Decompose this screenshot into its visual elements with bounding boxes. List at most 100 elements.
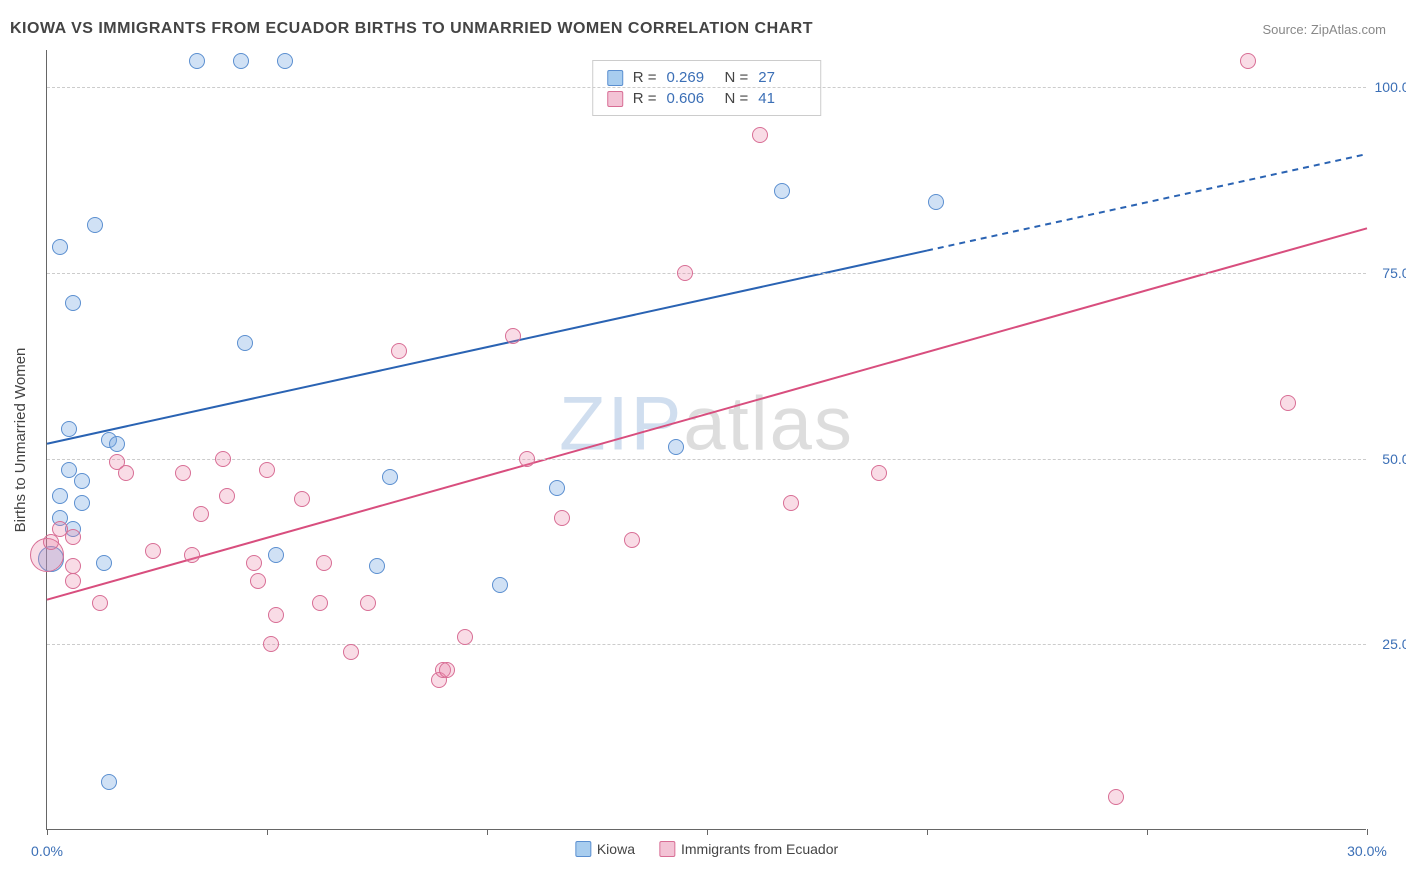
scatter-marker bbox=[439, 662, 455, 678]
scatter-marker bbox=[219, 488, 235, 504]
scatter-marker bbox=[233, 53, 249, 69]
scatter-marker bbox=[554, 510, 570, 526]
regression-line-extrapolated bbox=[927, 154, 1367, 251]
scatter-marker bbox=[175, 465, 191, 481]
scatter-marker bbox=[312, 595, 328, 611]
scatter-marker bbox=[624, 532, 640, 548]
legend-label-2: Immigrants from Ecuador bbox=[681, 841, 838, 857]
scatter-marker bbox=[1108, 789, 1124, 805]
source-attribution: Source: ZipAtlas.com bbox=[1262, 22, 1386, 37]
scatter-marker bbox=[492, 577, 508, 593]
scatter-marker bbox=[61, 421, 77, 437]
series1-n-value: 27 bbox=[758, 69, 806, 86]
scatter-marker bbox=[61, 462, 77, 478]
scatter-marker bbox=[237, 335, 253, 351]
scatter-marker bbox=[215, 451, 231, 467]
scatter-marker bbox=[391, 343, 407, 359]
scatter-marker bbox=[263, 636, 279, 652]
scatter-marker bbox=[382, 469, 398, 485]
gridline-h bbox=[47, 87, 1366, 88]
scatter-marker bbox=[87, 217, 103, 233]
scatter-marker bbox=[118, 465, 134, 481]
scatter-marker bbox=[1240, 53, 1256, 69]
y-axis-label: Births to Unmarried Women bbox=[12, 348, 29, 533]
scatter-marker bbox=[189, 53, 205, 69]
gridline-h bbox=[47, 459, 1366, 460]
scatter-marker bbox=[1280, 395, 1296, 411]
x-tick bbox=[487, 829, 488, 835]
x-tick bbox=[47, 829, 48, 835]
x-tick bbox=[1367, 829, 1368, 835]
regression-lines-layer bbox=[47, 50, 1366, 829]
scatter-marker bbox=[193, 506, 209, 522]
scatter-marker bbox=[74, 495, 90, 511]
scatter-marker bbox=[96, 555, 112, 571]
legend-item-1: Kiowa bbox=[575, 841, 635, 857]
plot-area: ZIPatlas R = 0.269 N = 27 R = 0.606 N = … bbox=[46, 50, 1366, 830]
legend-swatch-2 bbox=[659, 841, 675, 857]
scatter-marker bbox=[109, 436, 125, 452]
scatter-marker bbox=[65, 295, 81, 311]
scatter-marker bbox=[343, 644, 359, 660]
x-tick-label: 0.0% bbox=[31, 843, 63, 859]
scatter-marker bbox=[65, 573, 81, 589]
y-tick-label: 100.0% bbox=[1375, 79, 1406, 95]
scatter-marker bbox=[259, 462, 275, 478]
x-tick bbox=[707, 829, 708, 835]
scatter-marker bbox=[783, 495, 799, 511]
y-tick-label: 75.0% bbox=[1382, 265, 1406, 281]
scatter-marker bbox=[668, 439, 684, 455]
y-tick-label: 50.0% bbox=[1382, 451, 1406, 467]
series2-swatch bbox=[607, 91, 623, 107]
regression-line bbox=[47, 228, 1367, 599]
scatter-marker bbox=[294, 491, 310, 507]
scatter-marker bbox=[52, 488, 68, 504]
scatter-marker bbox=[752, 127, 768, 143]
gridline-h bbox=[47, 273, 1366, 274]
n-label: N = bbox=[725, 69, 749, 86]
correlation-row-2: R = 0.606 N = 41 bbox=[607, 88, 807, 109]
scatter-marker bbox=[268, 547, 284, 563]
x-tick bbox=[1147, 829, 1148, 835]
x-tick-label: 30.0% bbox=[1347, 843, 1387, 859]
r-label: R = bbox=[633, 90, 657, 107]
series1-r-value: 0.269 bbox=[667, 69, 715, 86]
x-tick bbox=[267, 829, 268, 835]
scatter-marker bbox=[246, 555, 262, 571]
scatter-marker bbox=[277, 53, 293, 69]
legend-label-1: Kiowa bbox=[597, 841, 635, 857]
scatter-marker bbox=[871, 465, 887, 481]
correlation-row-1: R = 0.269 N = 27 bbox=[607, 67, 807, 88]
legend-swatch-1 bbox=[575, 841, 591, 857]
scatter-marker bbox=[505, 328, 521, 344]
chart-container: KIOWA VS IMMIGRANTS FROM ECUADOR BIRTHS … bbox=[0, 0, 1406, 892]
y-tick-label: 25.0% bbox=[1382, 636, 1406, 652]
scatter-marker bbox=[184, 547, 200, 563]
scatter-marker bbox=[250, 573, 266, 589]
regression-line bbox=[47, 251, 927, 444]
scatter-marker bbox=[677, 265, 693, 281]
r-label: R = bbox=[633, 69, 657, 86]
scatter-marker bbox=[774, 183, 790, 199]
scatter-marker bbox=[101, 774, 117, 790]
scatter-marker bbox=[92, 595, 108, 611]
x-tick bbox=[927, 829, 928, 835]
series2-n-value: 41 bbox=[758, 90, 806, 107]
scatter-marker bbox=[268, 607, 284, 623]
scatter-marker bbox=[52, 239, 68, 255]
scatter-marker bbox=[145, 543, 161, 559]
gridline-h bbox=[47, 644, 1366, 645]
legend-item-2: Immigrants from Ecuador bbox=[659, 841, 838, 857]
n-label: N = bbox=[725, 90, 749, 107]
scatter-marker bbox=[519, 451, 535, 467]
chart-title: KIOWA VS IMMIGRANTS FROM ECUADOR BIRTHS … bbox=[10, 20, 813, 38]
scatter-marker bbox=[928, 194, 944, 210]
scatter-marker bbox=[316, 555, 332, 571]
scatter-marker bbox=[549, 480, 565, 496]
scatter-marker bbox=[360, 595, 376, 611]
scatter-marker bbox=[457, 629, 473, 645]
scatter-marker bbox=[65, 558, 81, 574]
scatter-marker bbox=[369, 558, 385, 574]
series1-swatch bbox=[607, 70, 623, 86]
series-legend: Kiowa Immigrants from Ecuador bbox=[575, 841, 838, 857]
